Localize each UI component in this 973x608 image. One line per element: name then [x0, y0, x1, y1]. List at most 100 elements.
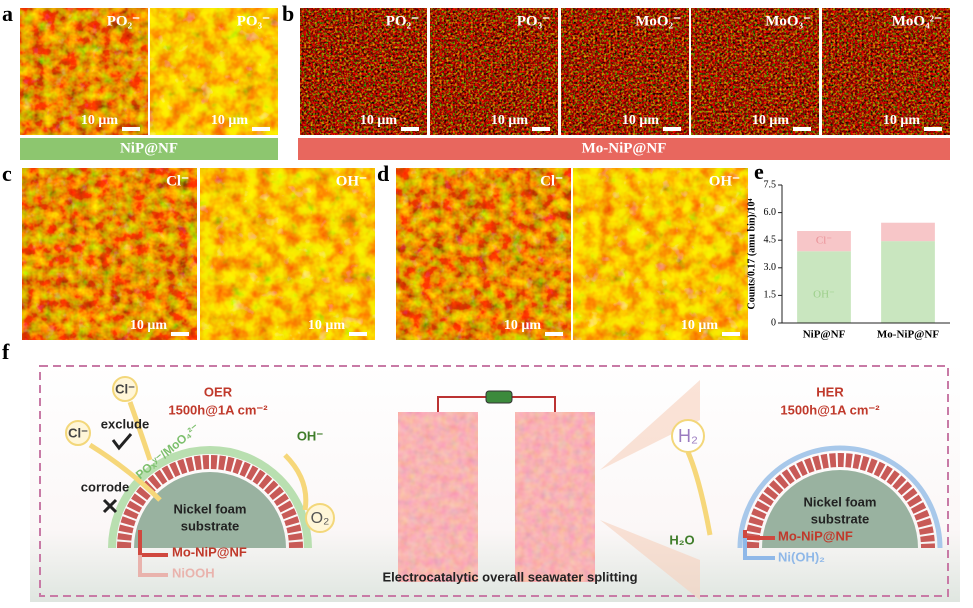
electrode: [515, 412, 595, 582]
x-tick-label: Mo-NiP@NF: [877, 329, 939, 341]
resistor: [485, 390, 513, 404]
scale-bar-label: 10 μm: [504, 318, 541, 333]
caption: Electrocatalytic overall seawater splitt…: [382, 569, 637, 584]
y-tick-label: 0: [771, 317, 776, 328]
substrate-label: Nickel foam: [804, 494, 877, 509]
wire: [437, 396, 556, 412]
ion-map: [22, 168, 197, 340]
ion-map: [573, 168, 748, 340]
scale-bar-label: 10 μm: [360, 113, 397, 128]
scale-bar-label: 10 μm: [622, 113, 659, 128]
scale-bar: [545, 332, 563, 336]
panel-label: d: [377, 161, 389, 186]
exclude-label: exclude: [101, 416, 149, 431]
series-label: OH⁻: [813, 289, 835, 301]
catalyst-layer: [117, 455, 303, 549]
substrate-label: Nickel foam: [174, 501, 247, 516]
y-tick-label: 1.5: [764, 290, 777, 301]
ion-label: MoO₃⁻: [765, 13, 811, 29]
scale-bar-label: 10 μm: [681, 318, 718, 333]
y-tick-label: 4.5: [764, 234, 777, 245]
scale-bar: [722, 332, 740, 336]
scale-bar-label: 10 μm: [81, 113, 118, 128]
group-label: Mo-NiP@NF: [582, 140, 667, 156]
corrode-label: corrode: [81, 479, 129, 494]
her-title: HER: [816, 384, 844, 399]
shell: [737, 445, 943, 549]
substrate-label: substrate: [811, 511, 870, 526]
shell: [108, 446, 312, 549]
arrow: [138, 555, 168, 577]
scale-bar: [401, 127, 419, 131]
scale-bar: [252, 127, 270, 131]
scale-bar: [122, 127, 140, 131]
zoom-cone: [600, 380, 700, 470]
y-tick-label: 3.0: [764, 262, 777, 273]
arrow: [685, 451, 713, 536]
ion-map: [822, 8, 950, 135]
scale-bar-label: 10 μm: [130, 318, 167, 333]
bar-segment: [881, 222, 935, 242]
scale-bar: [793, 127, 811, 131]
product-label: NiOOH: [172, 565, 215, 580]
zoom-cone: [600, 520, 700, 600]
substrate: [762, 470, 918, 548]
ion-label: Cl⁻: [540, 173, 563, 189]
schematic: OER 1500h@1A cm⁻² HER 1500h@1A cm⁻² Cl⁻ …: [30, 362, 960, 602]
bar-segment: [797, 251, 851, 323]
scale-bar: [171, 332, 189, 336]
y-axis-label: Counts/0.17 (amu bin)/10⁴: [746, 198, 757, 309]
arrow: [283, 453, 309, 511]
ion-label: PO₃⁻: [237, 13, 270, 29]
bar-segment: [881, 241, 935, 323]
ion-label: PO₃⁻: [517, 13, 550, 29]
scale-bar: [663, 127, 681, 131]
ion-maps: PO₂⁻ 10 μm PO₃⁻ 10 μm PO₂⁻ 10 μm PO₃⁻ 10 μm MoO₂…: [20, 8, 950, 340]
y-tick-label: 7.5: [764, 179, 777, 190]
ion-map: [200, 168, 375, 340]
ion-map: [561, 8, 689, 135]
x-tick-label: NiP@NF: [803, 329, 846, 341]
oer-title: OER: [204, 384, 233, 399]
catalyst-label: Mo-NiP@NF: [778, 528, 853, 543]
arrow: [127, 401, 153, 461]
group-label: NiP@NF: [120, 140, 178, 156]
ion-circle: [65, 420, 91, 446]
scale-bar-label: 10 μm: [211, 113, 248, 128]
substrate: [134, 472, 286, 548]
catalyst-layer: [745, 453, 935, 549]
ion-circle: [305, 503, 335, 533]
ion: H₂O: [669, 532, 694, 547]
arrow: [743, 538, 775, 560]
dashed-border: [39, 365, 949, 597]
cross-mark: [102, 498, 118, 514]
ion-map: [20, 8, 148, 135]
scale-bar: [349, 332, 367, 336]
ion-label: MoO₂⁻: [635, 13, 681, 29]
catalyst-label: Mo-NiP@NF: [172, 544, 247, 559]
electrode: [398, 412, 478, 582]
ion-map: [691, 8, 819, 135]
ion-label: OH⁻: [336, 173, 367, 189]
series-label: Cl⁻: [816, 235, 832, 247]
panel-label: f: [2, 339, 10, 364]
group-bar: [298, 138, 950, 160]
panel-label: e: [754, 159, 764, 184]
arrow: [88, 442, 162, 502]
her-condition: 1500h@1A cm⁻²: [780, 402, 880, 417]
substrate-label: substrate: [181, 518, 240, 533]
bar-segment: [797, 231, 851, 252]
panel-label: c: [2, 161, 12, 186]
scale-bar-label: 10 μm: [308, 318, 345, 333]
oer-condition: 1500h@1A cm⁻²: [168, 402, 268, 417]
ion: OH⁻: [297, 428, 324, 443]
scale-bar-label: 10 μm: [491, 113, 528, 128]
ion-label: OH⁻: [709, 173, 740, 189]
ion: Cl⁻: [115, 381, 135, 396]
ion-label: Cl⁻: [166, 173, 189, 189]
scale-bar: [924, 127, 942, 131]
ion: O₂: [311, 510, 330, 527]
panel-label: b: [282, 1, 294, 26]
scale-bar: [532, 127, 550, 131]
